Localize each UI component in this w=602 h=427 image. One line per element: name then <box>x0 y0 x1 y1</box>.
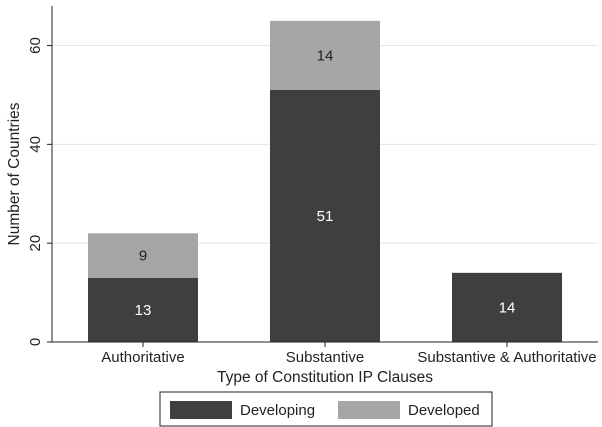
bar-developing-1 <box>270 90 380 342</box>
legend-label-developed: Developed <box>408 402 480 419</box>
y-tick-label: 60 <box>27 37 44 54</box>
bar-labels: 13 9 51 14 14 <box>135 47 516 318</box>
data-label-developed-0: 9 <box>139 248 147 265</box>
legend-label-developing: Developing <box>240 402 315 419</box>
x-tick-label: Authoritative <box>101 349 184 366</box>
bar-developed-1 <box>270 20 380 90</box>
x-tick-label: Substantive & Authoritative <box>417 349 596 366</box>
data-label-developed-1: 14 <box>317 47 334 64</box>
legend-swatch-developing <box>170 401 232 419</box>
y-tick-label: 40 <box>27 136 44 153</box>
data-label-developing-1: 51 <box>317 208 334 225</box>
y-axis-title: Number of Countries <box>6 102 23 245</box>
y-tick-labels: 0 20 40 60 <box>27 37 52 346</box>
data-label-developing-2: 14 <box>499 299 516 316</box>
bar-developing-0 <box>88 277 198 342</box>
y-tick-label: 0 <box>27 338 44 346</box>
bars <box>88 20 562 342</box>
x-tick-label: Substantive <box>286 349 364 366</box>
x-tick-labels: Authoritative Substantive Substantive & Au… <box>101 342 597 366</box>
bar-developing-2 <box>452 272 562 342</box>
data-label-developing-0: 13 <box>135 302 152 319</box>
x-axis-title: Type of Constitution IP Clauses <box>217 369 433 386</box>
bar-developed-0 <box>88 233 198 278</box>
legend: Developing Developed <box>159 391 493 427</box>
y-tick-label: 20 <box>27 235 44 252</box>
legend-swatch-developed <box>338 401 400 419</box>
